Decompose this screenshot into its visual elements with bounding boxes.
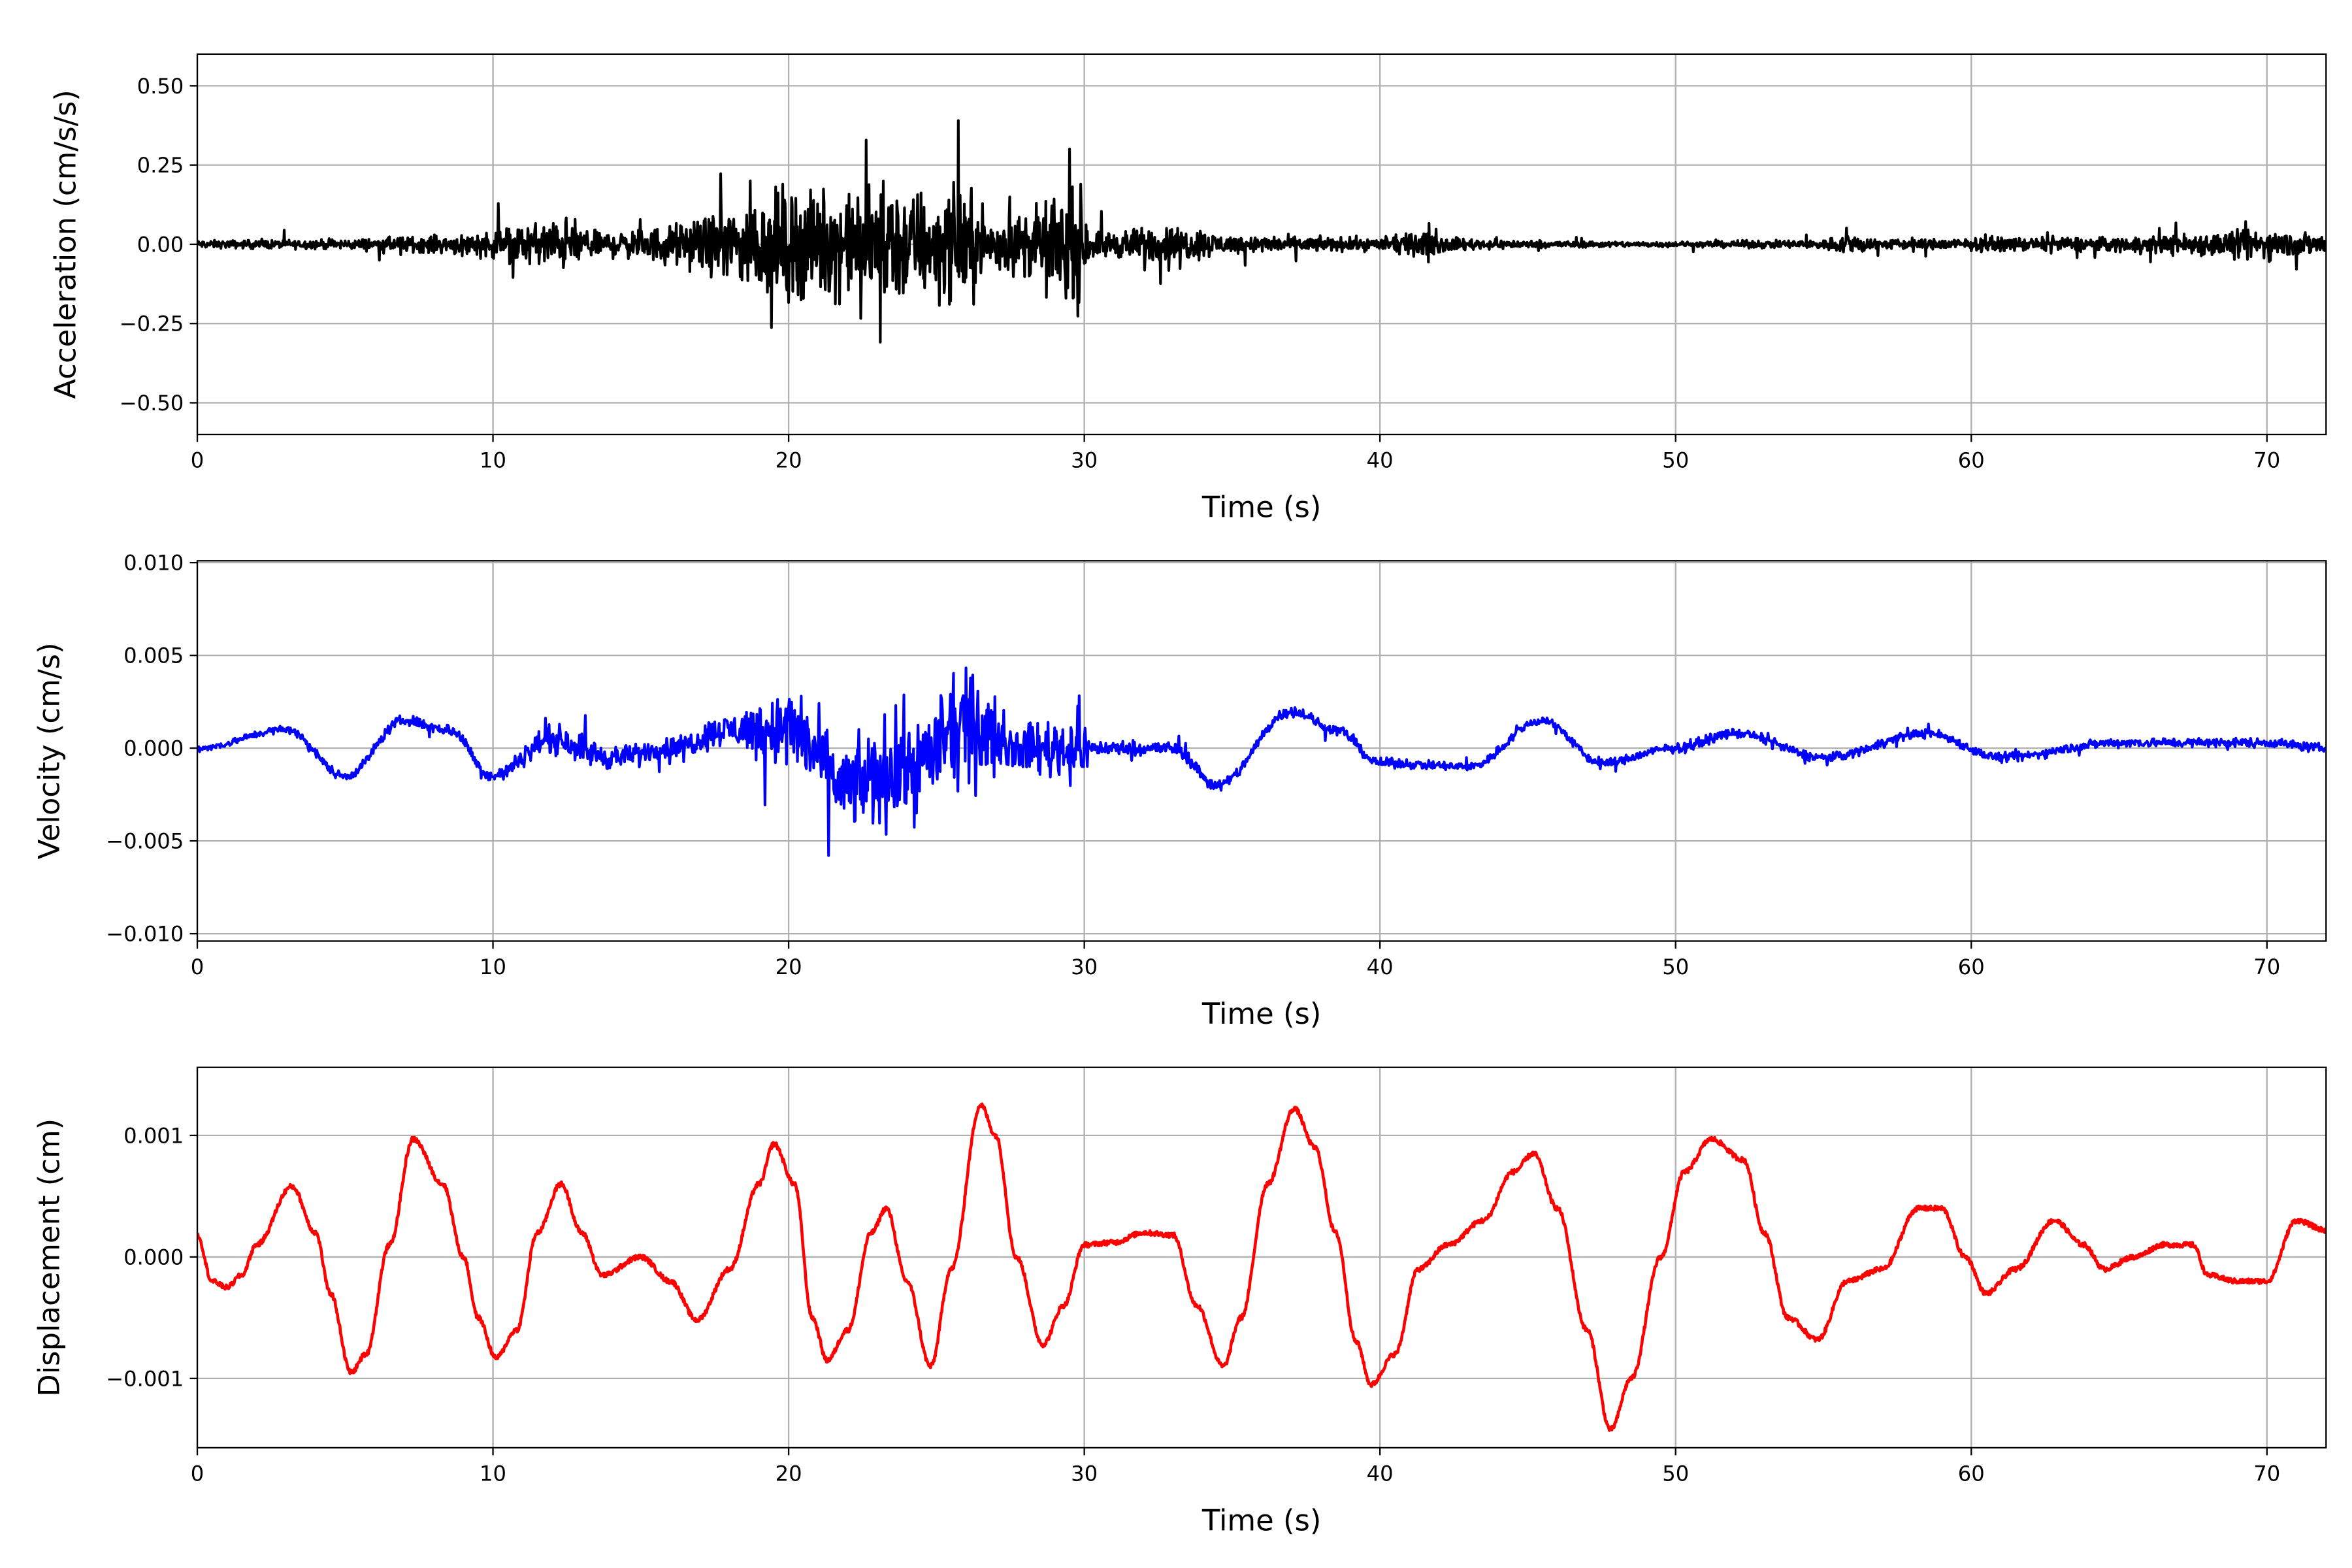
x-tick-label: 70: [2253, 448, 2280, 473]
y-tick-label: −0.25: [120, 312, 184, 336]
subplot-2: 0 10 20 30 40 50 60 70 −0.010 −0.005 0.000 0.005 0.0…: [31, 551, 2327, 1031]
subplot-1: 0 10 20 30 40 50 60 70 −0.50 −0.25 0.00 0.25 0.50 Tim…: [48, 53, 2327, 525]
x-tick-label: 40: [1367, 955, 1394, 979]
x-tick-label: 70: [2253, 1462, 2280, 1486]
y-tick-label: −0.010: [106, 922, 184, 947]
x-tick-label: 60: [1958, 955, 1985, 979]
y-tick-label: 0.50: [137, 74, 184, 99]
subplot-3: 0 10 20 30 40 50 60 70 −0.001 0.000 0.001 Time (s) D…: [31, 1066, 2327, 1537]
x-tick-label: 30: [1071, 1462, 1098, 1486]
x-tick-label: 0: [191, 1462, 204, 1486]
axes-frame: [196, 560, 2327, 942]
y-tick-label: −0.50: [120, 391, 184, 416]
x-tick-label: 10: [480, 955, 506, 979]
x-tick-label: 40: [1367, 1462, 1394, 1486]
displacement-series: [197, 1102, 2327, 1432]
y-axis-label: Displacement (cm): [31, 1119, 66, 1397]
x-tick-label: 10: [480, 1462, 506, 1486]
x-axis-label: Time (s): [1201, 996, 1321, 1031]
x-tick-label: 30: [1071, 448, 1098, 473]
y-axis-label: Acceleration (cm/s/s): [48, 90, 83, 399]
x-axis-label: Time (s): [1201, 1503, 1321, 1537]
y-tick-label: 0.25: [137, 153, 184, 178]
x-tick-label: 50: [1662, 955, 1689, 979]
acceleration-series: [197, 119, 2327, 344]
y-tick-label: 0.005: [123, 644, 184, 668]
velocity-series: [197, 666, 2327, 857]
x-axis-label: Time (s): [1201, 490, 1321, 525]
y-tick-label: −0.005: [106, 829, 184, 854]
y-tick-label: 0.000: [123, 1245, 184, 1269]
x-tick-label: 60: [1958, 448, 1985, 473]
y-axis-label: Velocity (cm/s): [31, 642, 66, 859]
y-tick-label: 0.010: [123, 551, 184, 576]
x-tick-label: 60: [1958, 1462, 1985, 1486]
y-tick-label: 0.000: [123, 736, 184, 761]
y-tick-label: 0.001: [123, 1123, 184, 1148]
x-tick-label: 20: [776, 1462, 802, 1486]
x-tick-label: 70: [2253, 955, 2280, 979]
x-tick-label: 40: [1367, 448, 1394, 473]
x-tick-label: 10: [480, 448, 506, 473]
x-tick-label: 30: [1071, 955, 1098, 979]
x-tick-label: 50: [1662, 1462, 1689, 1486]
x-tick-label: 20: [776, 955, 802, 979]
x-tick-label: 50: [1662, 448, 1689, 473]
x-tick-label: 0: [191, 955, 204, 979]
y-tick-label: 0.00: [137, 232, 184, 257]
y-tick-label: −0.001: [106, 1366, 184, 1391]
x-tick-label: 20: [776, 448, 802, 473]
x-tick-label: 0: [191, 448, 204, 473]
